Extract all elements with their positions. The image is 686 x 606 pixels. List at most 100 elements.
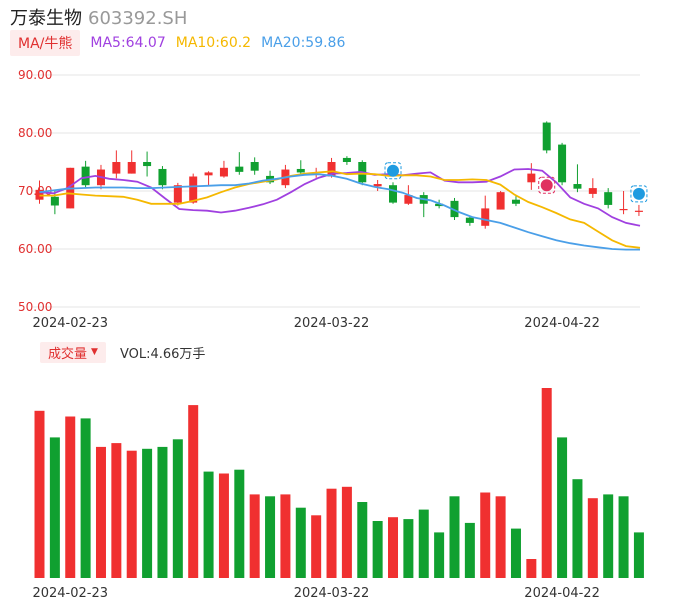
volume-bar bbox=[480, 492, 491, 578]
volume-bar bbox=[234, 469, 245, 578]
candle-body bbox=[296, 168, 305, 173]
volume-bar bbox=[295, 507, 306, 578]
candle-body bbox=[496, 192, 505, 210]
candle-body bbox=[573, 184, 582, 189]
volume-bar bbox=[95, 446, 106, 578]
candle-body bbox=[481, 208, 490, 226]
volume-indicator-tag[interactable]: 成交量 ▼ bbox=[40, 341, 106, 363]
candle-body bbox=[527, 173, 536, 183]
volume-bar bbox=[142, 448, 153, 578]
candle-body bbox=[81, 166, 90, 186]
candle-body bbox=[604, 192, 613, 205]
volume-bar bbox=[126, 450, 137, 578]
candle-body bbox=[50, 196, 59, 206]
candle-body bbox=[327, 162, 336, 177]
candle-body bbox=[250, 162, 259, 171]
volume-bar bbox=[603, 494, 614, 578]
volume-bar bbox=[249, 494, 260, 578]
signal-marker-frame bbox=[538, 176, 556, 194]
candle-body bbox=[389, 185, 398, 203]
candle-body bbox=[219, 167, 228, 177]
dropdown-arrow-icon: ▼ bbox=[91, 347, 98, 357]
candle-body bbox=[235, 166, 244, 172]
ma10-legend: MA10:60.2 bbox=[175, 35, 252, 51]
volume-bar bbox=[111, 443, 122, 578]
x-tick-label: 2024-02-23 bbox=[32, 316, 108, 331]
signal-marker-icon bbox=[387, 164, 400, 177]
volume-bar bbox=[403, 519, 414, 578]
volume-bar bbox=[541, 388, 552, 578]
volume-bar bbox=[587, 498, 598, 578]
ma10-line bbox=[39, 170, 641, 249]
candle-body bbox=[342, 157, 351, 162]
volume-bar bbox=[341, 486, 352, 578]
volume-bar bbox=[157, 446, 168, 578]
ma20-line bbox=[39, 173, 640, 251]
candle-body bbox=[112, 162, 121, 174]
candle-body bbox=[558, 144, 567, 183]
volume-bar bbox=[188, 405, 199, 578]
volume-bar bbox=[449, 496, 460, 578]
candle-body bbox=[189, 176, 198, 203]
volume-bar bbox=[510, 528, 521, 578]
candle-body bbox=[204, 172, 213, 176]
candle-body bbox=[542, 122, 551, 151]
volume-x-tick-label: 2024-04-22 bbox=[524, 586, 600, 601]
ma20-legend: MA20:59.86 bbox=[261, 35, 346, 51]
stock-name: 万泰生物 bbox=[10, 8, 82, 29]
volume-bar bbox=[572, 479, 583, 578]
volume-bar bbox=[526, 559, 537, 578]
volume-x-tick-label: 2024-03-22 bbox=[294, 586, 370, 601]
candle-body bbox=[143, 162, 152, 167]
volume-bar bbox=[65, 416, 76, 578]
volume-x-tick-label: 2024-02-23 bbox=[32, 586, 108, 601]
x-tick-label: 2024-03-22 bbox=[294, 316, 370, 331]
volume-bar bbox=[326, 488, 337, 578]
volume-bar bbox=[34, 410, 45, 578]
y-tick-label: 90.00 bbox=[18, 68, 52, 82]
y-tick-label: 50.00 bbox=[18, 300, 52, 314]
ma-indicator-tag[interactable]: MA/牛熊 bbox=[10, 30, 81, 56]
candle-body bbox=[465, 217, 474, 223]
stock-code: 603392.SH bbox=[88, 8, 188, 29]
ma5-legend: MA5:64.07 bbox=[90, 35, 166, 51]
volume-bar bbox=[172, 439, 183, 578]
ma-legend: MA/牛熊 MA5:64.07 MA10:60.2 MA20:59.86 bbox=[10, 30, 345, 56]
x-tick-label: 2024-04-22 bbox=[524, 316, 600, 331]
candle-body bbox=[634, 210, 643, 212]
volume-bar bbox=[280, 494, 291, 578]
y-tick-label: 70.00 bbox=[18, 184, 52, 198]
signal-marker-icon bbox=[632, 187, 645, 200]
volume-bar bbox=[633, 532, 644, 578]
volume-legend: 成交量 ▼ VOL:4.66万手 bbox=[40, 341, 206, 363]
candle-body bbox=[588, 188, 597, 194]
volume-bar bbox=[265, 496, 276, 578]
volume-bar bbox=[418, 509, 429, 578]
candle-body bbox=[158, 168, 167, 186]
volume-bar bbox=[80, 418, 91, 578]
volume-tag-label: 成交量 bbox=[48, 346, 88, 362]
candle-body bbox=[435, 203, 444, 207]
signal-marker-frame bbox=[630, 185, 648, 203]
volume-value: VOL:4.66万手 bbox=[119, 346, 206, 362]
volume-bar bbox=[557, 437, 568, 578]
signal-marker-frame bbox=[384, 162, 402, 180]
volume-bar bbox=[49, 437, 60, 578]
candle-body bbox=[373, 184, 382, 187]
stock-title: 万泰生物 603392.SH bbox=[10, 4, 187, 30]
candle-body bbox=[404, 195, 413, 204]
volume-bar bbox=[388, 517, 399, 578]
volume-bar bbox=[218, 473, 229, 578]
candle-body bbox=[127, 162, 136, 174]
signal-marker-icon bbox=[540, 179, 553, 192]
volume-bar bbox=[311, 515, 322, 578]
candle-body bbox=[619, 208, 628, 211]
volume-bar bbox=[495, 496, 506, 578]
y-tick-label: 60.00 bbox=[18, 242, 52, 256]
volume-bar bbox=[372, 521, 383, 578]
volume-bar bbox=[357, 502, 368, 578]
y-tick-label: 80.00 bbox=[18, 126, 52, 140]
volume-bar bbox=[203, 471, 214, 578]
candle-body bbox=[173, 185, 182, 203]
